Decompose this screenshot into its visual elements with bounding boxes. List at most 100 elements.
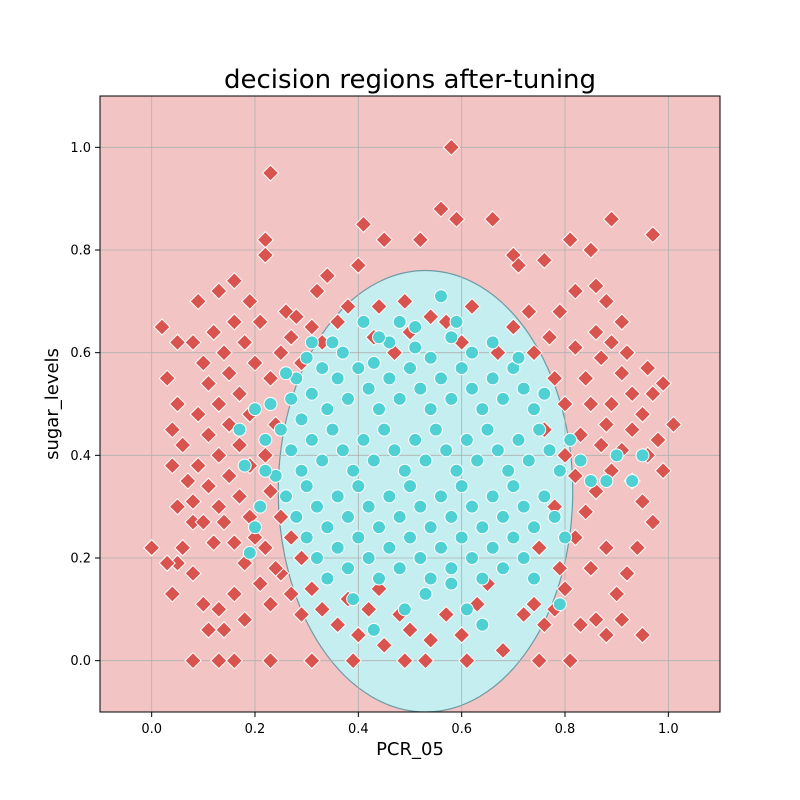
diamond-point bbox=[246, 354, 264, 372]
circle-point bbox=[454, 479, 469, 494]
x-tick-label: 0.8 bbox=[555, 722, 576, 737]
circle-point bbox=[480, 422, 495, 437]
diamond-point bbox=[509, 256, 528, 275]
diamond-point bbox=[416, 651, 435, 670]
circle-point bbox=[434, 540, 448, 555]
diamond-point bbox=[458, 651, 476, 670]
circle-point bbox=[516, 381, 531, 396]
circle-point bbox=[485, 489, 500, 504]
diamond-point bbox=[664, 415, 683, 434]
diamond-point bbox=[396, 292, 414, 311]
circle-point bbox=[289, 509, 304, 524]
diamond-point bbox=[308, 282, 326, 300]
circle-point bbox=[325, 422, 340, 437]
diamond-point bbox=[189, 292, 207, 311]
diamond-point bbox=[525, 595, 543, 613]
diamond-point bbox=[184, 333, 202, 352]
circle-point bbox=[361, 381, 376, 396]
diamond-point bbox=[576, 369, 595, 388]
circle-point bbox=[506, 530, 521, 545]
diamond-point bbox=[566, 282, 585, 300]
diamond-point bbox=[303, 580, 321, 598]
circle-point bbox=[330, 540, 345, 555]
circle-point bbox=[547, 509, 562, 524]
circle-point bbox=[496, 509, 510, 524]
circle-point bbox=[304, 432, 319, 447]
circle-point bbox=[444, 576, 459, 591]
circle-point bbox=[310, 499, 324, 514]
circle-point bbox=[248, 520, 262, 535]
circle-point bbox=[351, 530, 366, 545]
circle-point bbox=[475, 520, 490, 535]
diamond-point bbox=[370, 580, 388, 598]
circle-point bbox=[454, 361, 469, 376]
diamond-point bbox=[142, 539, 161, 557]
circle-point bbox=[485, 371, 500, 386]
circle-point bbox=[465, 381, 479, 396]
circle-point bbox=[403, 479, 417, 494]
diamond-point bbox=[215, 513, 233, 531]
circle-point bbox=[279, 489, 293, 504]
circle-point bbox=[299, 479, 314, 494]
diamond-point bbox=[452, 626, 471, 644]
diamond-point bbox=[153, 318, 171, 336]
circle-point bbox=[599, 474, 614, 488]
circle-point bbox=[449, 314, 464, 329]
diamond-point bbox=[210, 395, 228, 413]
diamond-point bbox=[561, 231, 579, 249]
diamond-point bbox=[184, 564, 202, 583]
diamond-point bbox=[447, 210, 466, 228]
diamond-point bbox=[256, 446, 275, 465]
diamond-point bbox=[644, 513, 662, 531]
circle-point bbox=[413, 381, 428, 396]
circle-point bbox=[346, 463, 361, 478]
diamond-point bbox=[204, 533, 223, 552]
diamond-point bbox=[597, 415, 616, 434]
circle-point bbox=[413, 499, 428, 514]
circle-point bbox=[361, 551, 376, 565]
diamond-point bbox=[194, 513, 213, 531]
circle-point bbox=[273, 422, 288, 437]
circle-point bbox=[521, 453, 536, 468]
diamond-point bbox=[210, 446, 228, 465]
diamond-point bbox=[261, 595, 280, 613]
diamond-point bbox=[230, 487, 249, 506]
diamond-point bbox=[587, 323, 605, 341]
diamond-point bbox=[411, 231, 430, 249]
diamond-point bbox=[173, 539, 192, 557]
circle-point bbox=[454, 530, 469, 545]
circle-point bbox=[516, 551, 531, 565]
circle-point bbox=[459, 432, 474, 447]
circle-point bbox=[258, 432, 273, 447]
circle-point bbox=[284, 443, 299, 458]
diamond-point bbox=[551, 559, 569, 577]
diamond-point bbox=[582, 241, 600, 259]
diamond-point bbox=[210, 497, 228, 516]
diamond-point bbox=[287, 308, 306, 326]
circle-point bbox=[542, 443, 557, 458]
circle-point bbox=[320, 571, 335, 586]
circle-point bbox=[372, 520, 386, 535]
circle-point bbox=[392, 391, 407, 406]
diamond-point bbox=[504, 318, 523, 336]
diamond-point bbox=[344, 651, 362, 670]
circle-point bbox=[408, 320, 423, 334]
circle-point bbox=[258, 463, 273, 478]
diamond-point bbox=[354, 215, 373, 234]
diamond-point bbox=[328, 313, 347, 331]
circle-point bbox=[408, 432, 423, 447]
diamond-point bbox=[602, 333, 621, 352]
circle-point bbox=[465, 345, 479, 360]
circle-point bbox=[413, 551, 428, 565]
y-tick-label: 0.6 bbox=[70, 346, 91, 361]
circle-point bbox=[392, 314, 407, 329]
diamond-point bbox=[215, 343, 233, 362]
circle-point bbox=[527, 402, 541, 417]
diamond-point bbox=[633, 492, 652, 511]
circle-point bbox=[372, 330, 386, 345]
diamond-point bbox=[199, 621, 218, 639]
diamond-point bbox=[168, 497, 187, 516]
circle-point bbox=[366, 453, 381, 468]
diamond-point bbox=[618, 343, 636, 362]
circle-point bbox=[625, 474, 640, 488]
